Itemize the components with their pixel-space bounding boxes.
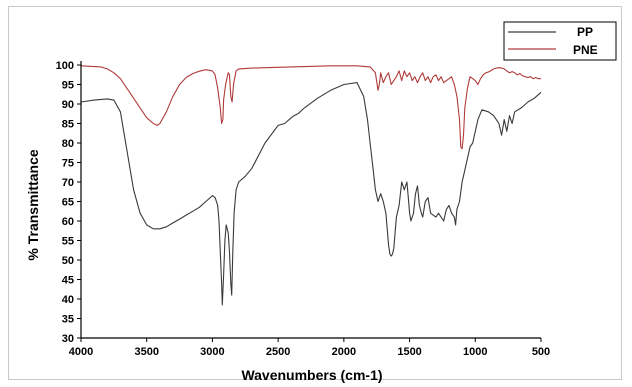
x-tick-label: 500 bbox=[532, 346, 550, 358]
y-tick-label: 70 bbox=[62, 177, 74, 189]
y-tick-label: 80 bbox=[62, 138, 74, 150]
legend-box bbox=[504, 22, 616, 60]
y-tick-label: 90 bbox=[62, 99, 74, 111]
axes: 30 35 40 45 50 55 60 65 70 75 80 85 90 95 100 4000 3500 3… bbox=[56, 60, 551, 358]
y-tick-label: 75 bbox=[62, 158, 74, 170]
series-line-pp bbox=[81, 83, 541, 305]
legend: PP PNE bbox=[504, 22, 616, 60]
y-tick-label: 35 bbox=[62, 314, 74, 326]
series-line-pne bbox=[81, 66, 541, 149]
y-tick-label: 50 bbox=[62, 255, 74, 267]
y-tick-label: 40 bbox=[62, 294, 74, 306]
y-tick-label: 100 bbox=[56, 60, 74, 72]
x-axis-title: Wavenumbers (cm-1) bbox=[241, 367, 382, 383]
y-tick-label: 30 bbox=[62, 333, 74, 345]
x-tick-label: 3000 bbox=[200, 346, 224, 358]
y-tick-label: 95 bbox=[62, 80, 74, 92]
x-tick-label: 4000 bbox=[69, 346, 93, 358]
x-tick-label: 2500 bbox=[266, 346, 290, 358]
y-tick-label: 65 bbox=[62, 197, 74, 209]
y-tick-label: 45 bbox=[62, 275, 74, 287]
x-tick-label: 1000 bbox=[463, 346, 487, 358]
legend-label-pp: PP bbox=[577, 25, 593, 39]
x-tick-label: 3500 bbox=[134, 346, 158, 358]
y-tick-label: 55 bbox=[62, 236, 74, 248]
x-tick-label: 1500 bbox=[397, 346, 421, 358]
y-tick-label: 85 bbox=[62, 119, 74, 131]
y-tick-label: 60 bbox=[62, 216, 74, 228]
y-axis-title: % Transmittance bbox=[25, 149, 41, 260]
x-tick-label: 2000 bbox=[332, 346, 356, 358]
plot-area bbox=[81, 66, 541, 305]
legend-label-pne: PNE bbox=[573, 43, 598, 57]
